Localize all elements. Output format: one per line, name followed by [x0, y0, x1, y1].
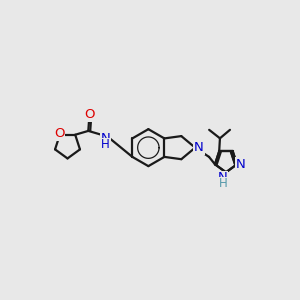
Text: N: N — [194, 141, 204, 154]
Text: H: H — [218, 177, 227, 190]
Text: N: N — [236, 158, 246, 171]
Text: N: N — [100, 132, 110, 145]
Text: N: N — [218, 171, 228, 184]
Text: O: O — [54, 128, 64, 140]
Text: O: O — [85, 108, 95, 121]
Text: H: H — [101, 138, 110, 151]
